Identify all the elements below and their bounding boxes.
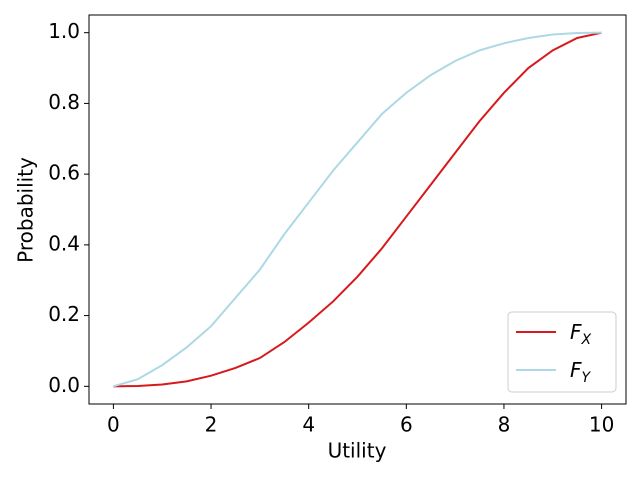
y-tick-label: 0.2 <box>48 302 80 326</box>
x-tick-label: 6 <box>400 413 413 437</box>
y-tick-label: 0.8 <box>48 90 80 114</box>
x-tick-label: 0 <box>107 413 120 437</box>
legend-box <box>507 311 617 393</box>
y-tick-label: 0.6 <box>48 161 80 185</box>
y-axis-label: Probability <box>14 157 38 263</box>
y-tick-label: 1.0 <box>48 19 80 43</box>
line-series <box>113 31 602 388</box>
plot-frame <box>88 14 627 405</box>
legend-label: FY <box>570 358 592 386</box>
line-series <box>113 31 602 388</box>
x-tick-label: 10 <box>589 413 614 437</box>
legend: FX FY <box>507 311 617 393</box>
x-tick-label: 8 <box>498 413 511 437</box>
x-axis-label: Utility <box>328 439 387 463</box>
y-tick-label: 0.0 <box>48 373 80 397</box>
legend-label: FX <box>570 320 592 348</box>
x-tick-label: 4 <box>302 413 315 437</box>
y-tick-label: 0.4 <box>48 231 80 255</box>
x-tick-label: 2 <box>205 413 218 437</box>
